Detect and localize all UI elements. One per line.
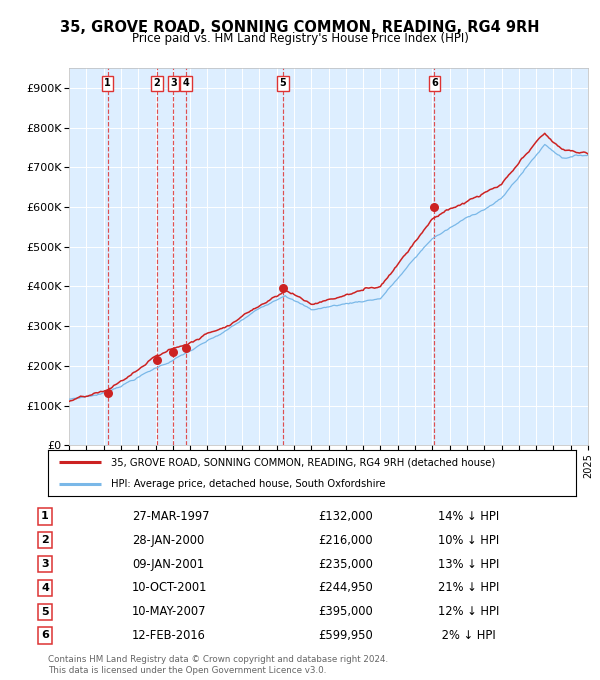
Text: £244,950: £244,950 — [318, 581, 373, 594]
Text: 5: 5 — [41, 607, 49, 617]
Text: 2% ↓ HPI: 2% ↓ HPI — [438, 629, 496, 642]
Text: £235,000: £235,000 — [318, 558, 373, 571]
Text: 12-FEB-2016: 12-FEB-2016 — [132, 629, 206, 642]
Text: 35, GROVE ROAD, SONNING COMMON, READING, RG4 9RH: 35, GROVE ROAD, SONNING COMMON, READING,… — [60, 20, 540, 35]
Text: 3: 3 — [41, 559, 49, 569]
Text: 28-JAN-2000: 28-JAN-2000 — [132, 534, 204, 547]
Text: £599,950: £599,950 — [318, 629, 373, 642]
Text: £395,000: £395,000 — [318, 605, 373, 618]
Text: 12% ↓ HPI: 12% ↓ HPI — [438, 605, 499, 618]
Text: 13% ↓ HPI: 13% ↓ HPI — [438, 558, 499, 571]
Text: 35, GROVE ROAD, SONNING COMMON, READING, RG4 9RH (detached house): 35, GROVE ROAD, SONNING COMMON, READING,… — [112, 457, 496, 467]
Text: 5: 5 — [280, 78, 286, 88]
Text: 10-MAY-2007: 10-MAY-2007 — [132, 605, 206, 618]
Text: 4: 4 — [183, 78, 190, 88]
Text: £132,000: £132,000 — [318, 510, 373, 523]
Text: 27-MAR-1997: 27-MAR-1997 — [132, 510, 209, 523]
Text: 1: 1 — [41, 511, 49, 522]
Text: 3: 3 — [170, 78, 176, 88]
Text: 21% ↓ HPI: 21% ↓ HPI — [438, 581, 499, 594]
Text: 1: 1 — [104, 78, 111, 88]
Text: HPI: Average price, detached house, South Oxfordshire: HPI: Average price, detached house, Sout… — [112, 479, 386, 490]
Text: 10-OCT-2001: 10-OCT-2001 — [132, 581, 208, 594]
Text: Price paid vs. HM Land Registry's House Price Index (HPI): Price paid vs. HM Land Registry's House … — [131, 32, 469, 46]
Text: 4: 4 — [41, 583, 49, 593]
Text: 2: 2 — [41, 535, 49, 545]
Text: Contains HM Land Registry data © Crown copyright and database right 2024.: Contains HM Land Registry data © Crown c… — [48, 655, 388, 664]
Text: 09-JAN-2001: 09-JAN-2001 — [132, 558, 204, 571]
Text: 6: 6 — [41, 630, 49, 641]
Text: 14% ↓ HPI: 14% ↓ HPI — [438, 510, 499, 523]
Text: 10% ↓ HPI: 10% ↓ HPI — [438, 534, 499, 547]
Text: £216,000: £216,000 — [318, 534, 373, 547]
Text: This data is licensed under the Open Government Licence v3.0.: This data is licensed under the Open Gov… — [48, 666, 326, 675]
Text: 6: 6 — [431, 78, 438, 88]
Text: 2: 2 — [154, 78, 160, 88]
